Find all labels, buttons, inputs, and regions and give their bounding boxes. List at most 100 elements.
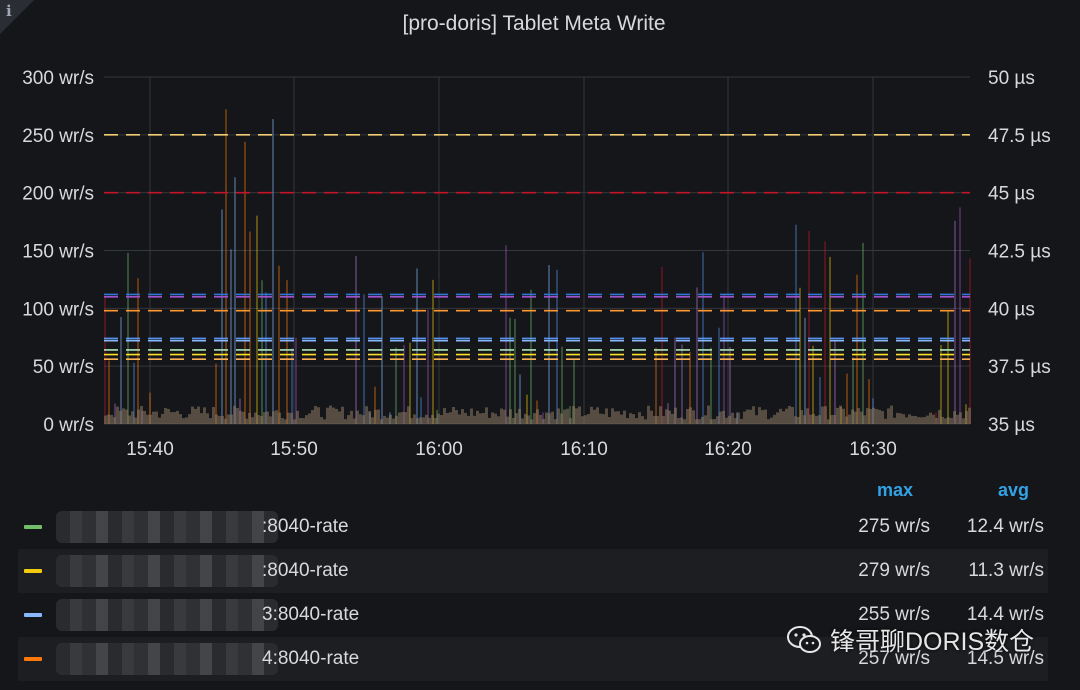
rate-noise xyxy=(719,411,722,424)
rate-noise xyxy=(713,419,716,424)
rate-noise xyxy=(188,414,191,424)
info-icon[interactable]: i xyxy=(6,2,12,20)
rate-bar xyxy=(689,351,691,424)
rate-noise xyxy=(794,416,797,424)
panel-info-corner[interactable] xyxy=(0,0,34,34)
rate-noise xyxy=(290,413,293,424)
rate-bar xyxy=(432,279,434,424)
series-avg: 11.3 wr/s xyxy=(968,560,1044,581)
x-axis: 15:40 15:50 16:00 16:10 16:20 16:30 xyxy=(126,439,897,460)
y-tick-label-right: 50 µs xyxy=(988,68,1035,89)
rate-noise xyxy=(638,412,641,424)
rate-noise xyxy=(278,412,281,424)
rate-noise xyxy=(125,409,128,424)
rate-noise xyxy=(428,417,431,424)
rate-noise xyxy=(647,405,650,424)
series-max: 257 wr/s xyxy=(858,648,930,669)
rate-noise xyxy=(473,415,476,424)
rate-noise xyxy=(614,411,617,424)
rate-noise xyxy=(950,418,953,424)
rate-bar xyxy=(812,345,814,424)
chart-latency-lines xyxy=(104,134,970,361)
rate-noise xyxy=(374,409,377,424)
rate-noise xyxy=(353,418,356,424)
rate-noise xyxy=(527,415,530,424)
rate-bar xyxy=(530,289,532,424)
rate-noise xyxy=(413,414,416,424)
rate-bar xyxy=(137,278,139,424)
series-name[interactable]: 3:8040-rate xyxy=(262,604,360,625)
rate-noise xyxy=(140,406,143,424)
redacted-host xyxy=(56,555,278,587)
rate-noise xyxy=(359,414,362,424)
rate-noise xyxy=(548,413,551,424)
rate-noise xyxy=(206,413,209,424)
rate-bar xyxy=(954,220,956,424)
rate-noise xyxy=(725,417,728,424)
rate-noise xyxy=(185,417,188,424)
x-tick-label: 15:40 xyxy=(126,439,174,460)
rate-noise xyxy=(953,411,956,424)
rate-noise xyxy=(815,415,818,424)
rate-bar xyxy=(427,309,429,424)
rate-noise xyxy=(521,418,524,424)
rate-bar xyxy=(249,231,251,424)
rate-bar xyxy=(291,348,293,424)
series-name[interactable]: :8040-rate xyxy=(262,560,349,581)
rate-bar xyxy=(569,406,571,424)
rate-noise xyxy=(947,417,950,424)
rate-noise xyxy=(158,417,161,424)
chart-area[interactable]: 300 wr/s 250 wr/s 200 wr/s 150 wr/s 100 wr/s… xyxy=(0,0,1080,470)
rate-noise xyxy=(422,417,425,424)
y-axis-left: 300 wr/s 250 wr/s 200 wr/s 150 wr/s 100 wr/s… xyxy=(22,68,94,436)
rate-noise xyxy=(728,415,731,424)
rate-noise xyxy=(434,417,437,424)
rate-noise xyxy=(107,414,110,424)
legend-row[interactable]: 3:8040-rate 255 wr/s 14.4 wr/s xyxy=(18,593,1048,637)
rate-noise xyxy=(239,410,242,424)
rate-noise xyxy=(779,408,782,424)
series-name[interactable]: :8040-rate xyxy=(262,516,349,537)
rate-noise xyxy=(323,419,326,424)
rate-noise xyxy=(320,417,323,424)
rate-noise xyxy=(209,418,212,424)
rate-bar xyxy=(114,403,116,424)
rate-noise xyxy=(845,416,848,424)
rate-bar xyxy=(261,280,263,424)
series-color-swatch xyxy=(24,525,42,529)
rate-noise xyxy=(839,405,842,424)
series-name[interactable]: 4:8040-rate xyxy=(262,648,360,669)
rate-noise xyxy=(803,415,806,424)
rate-noise xyxy=(269,416,272,424)
rate-bar xyxy=(149,392,151,424)
legend-row[interactable]: :8040-rate 279 wr/s 11.3 wr/s xyxy=(18,549,1048,593)
legend-header-max[interactable]: max xyxy=(877,480,914,500)
rate-noise xyxy=(296,410,299,424)
rate-bar xyxy=(799,287,801,424)
rate-noise xyxy=(611,408,614,424)
rate-noise xyxy=(650,410,653,424)
rate-noise xyxy=(227,414,230,424)
rate-noise xyxy=(635,418,638,424)
legend-row[interactable]: 4:8040-rate 257 wr/s 14.5 wr/s xyxy=(18,637,1048,681)
rate-noise xyxy=(134,417,137,424)
rate-bar xyxy=(295,337,297,424)
rate-noise xyxy=(770,417,773,424)
series-color-swatch xyxy=(24,657,42,661)
rate-bar xyxy=(509,317,511,424)
rate-noise xyxy=(668,410,671,424)
legend-header-avg[interactable]: avg xyxy=(998,480,1030,500)
rate-bar xyxy=(852,357,854,424)
rate-noise xyxy=(626,418,629,424)
x-tick-label: 16:20 xyxy=(704,439,752,460)
rate-noise xyxy=(890,405,893,424)
rate-bar xyxy=(234,177,236,424)
rate-noise xyxy=(332,407,335,424)
series-avg: 14.5 wr/s xyxy=(966,648,1044,669)
rate-noise xyxy=(194,408,197,424)
rate-bar xyxy=(403,344,405,424)
panel-title[interactable]: [pro-doris] Tablet Meta Write xyxy=(402,12,666,35)
rate-noise xyxy=(506,416,509,424)
legend-row[interactable]: :8040-rate 275 wr/s 12.4 wr/s xyxy=(18,505,1048,549)
rate-noise xyxy=(881,411,884,424)
